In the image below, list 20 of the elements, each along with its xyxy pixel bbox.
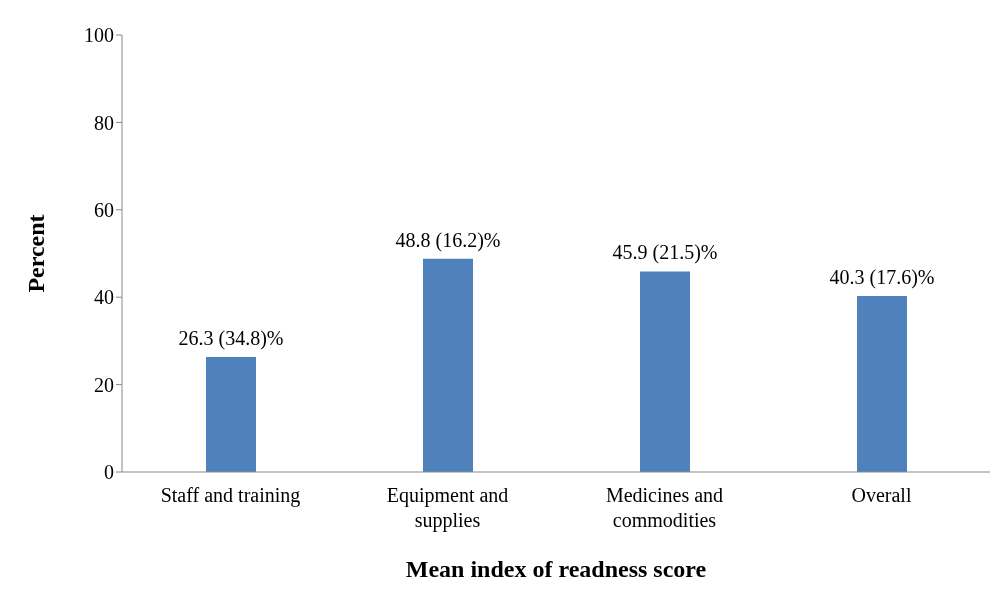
- x-axis-title: Mean index of readness score: [405, 556, 707, 582]
- y-tick-label: 100: [84, 24, 114, 47]
- bar: [423, 258, 473, 472]
- y-tick-label: 60: [94, 198, 114, 221]
- y-tick-label: 20: [94, 373, 114, 396]
- bar: [857, 295, 907, 472]
- y-tick-label: 80: [94, 111, 114, 134]
- data-label: 45.9 (21.5)%: [612, 241, 718, 265]
- x-tick-label: Medicines and commodities: [605, 484, 724, 531]
- data-label: 48.8 (16.2)%: [395, 228, 501, 252]
- x-tick-label: Overall: [851, 484, 912, 506]
- data-label: 40.3 (17.6)%: [829, 265, 935, 289]
- y-tick-label: 40: [94, 286, 114, 309]
- bar: [206, 357, 256, 472]
- y-tick-label: 0: [104, 461, 114, 484]
- y-axis-title: Percent: [22, 214, 49, 293]
- x-tick-label: Equipment and supplies: [386, 484, 509, 532]
- bar: [640, 271, 690, 472]
- data-label: 26.3 (34.8)%: [178, 327, 284, 351]
- x-tick-label: Staff and training: [160, 484, 301, 507]
